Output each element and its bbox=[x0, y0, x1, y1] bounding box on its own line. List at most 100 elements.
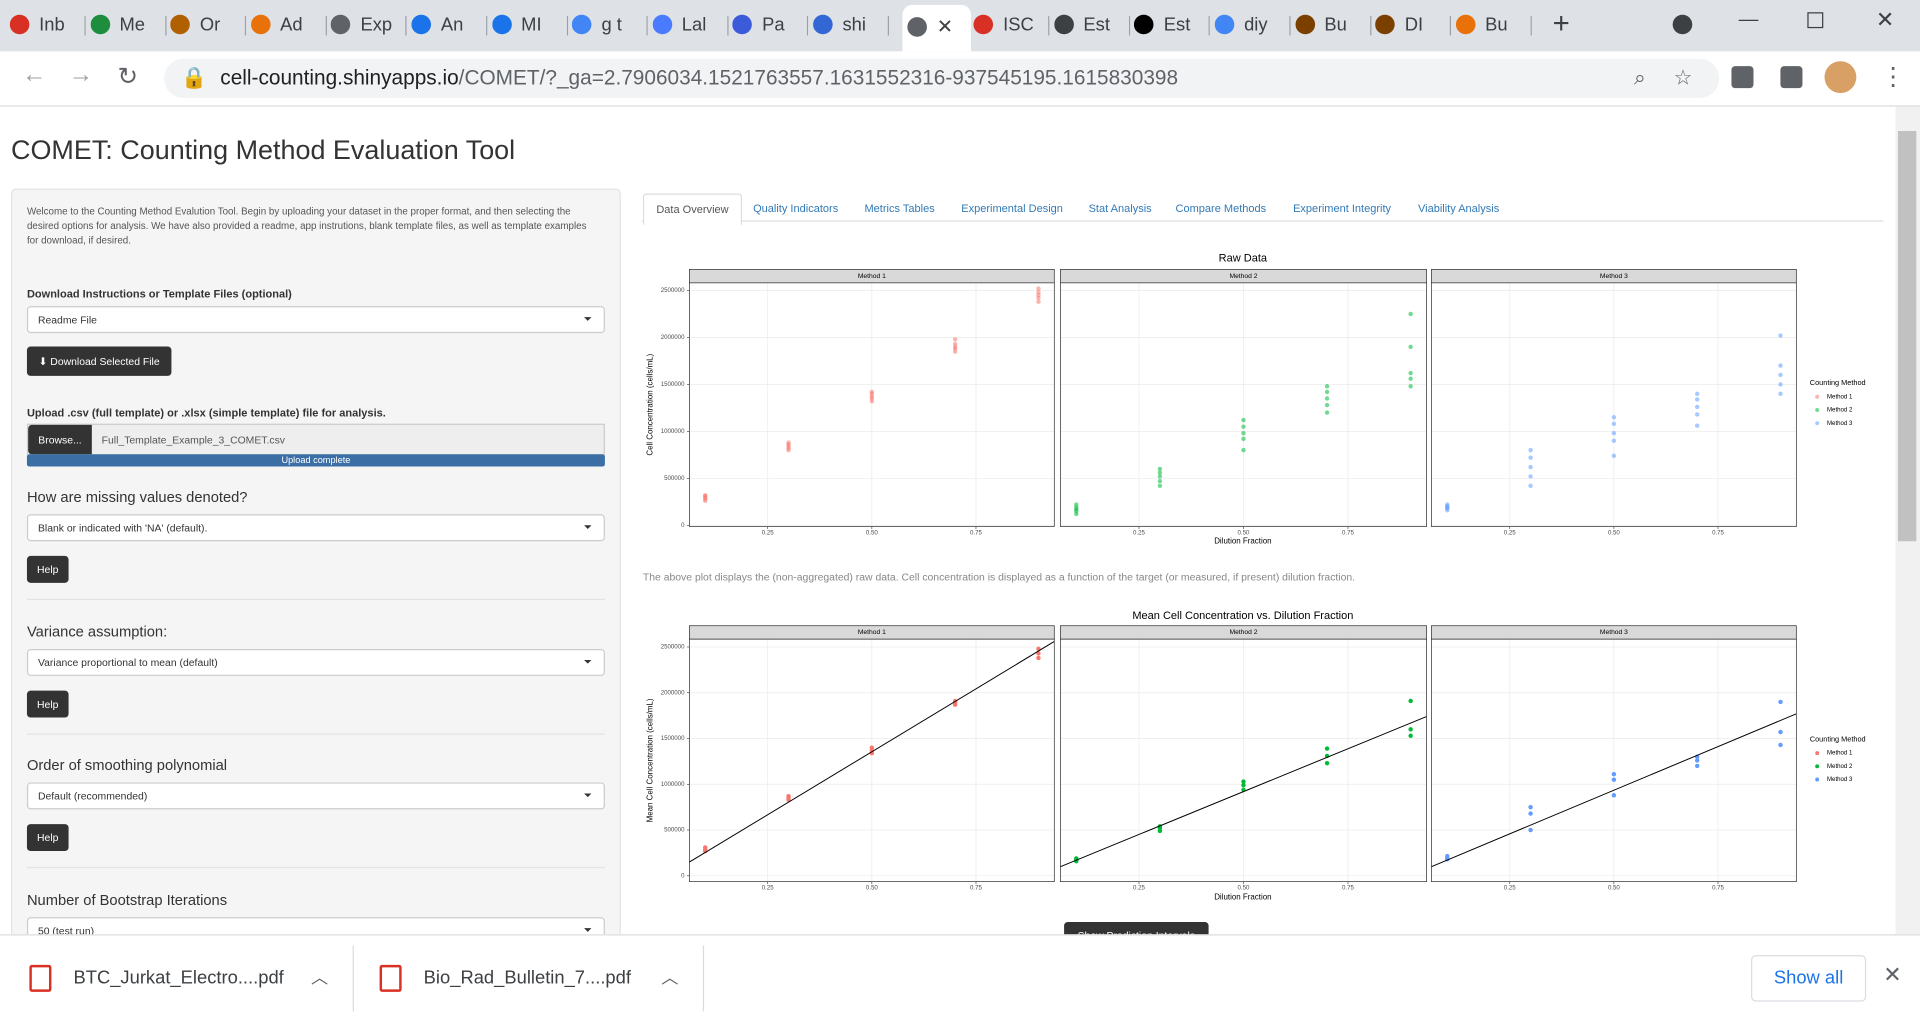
browser-tab[interactable]: Ad bbox=[250, 10, 327, 42]
data-point bbox=[1241, 782, 1246, 788]
tab-search[interactable] bbox=[1672, 14, 1693, 35]
setting-select[interactable]: Default (recommended) bbox=[26, 782, 605, 810]
x-tick-label: 0.50 bbox=[866, 884, 878, 891]
nav-tab[interactable]: Experimental Design bbox=[961, 202, 1063, 215]
close-downloads[interactable]: ✕ bbox=[1883, 962, 1902, 987]
nav-tab[interactable]: Stat Analysis bbox=[1088, 202, 1152, 215]
bookmark-star[interactable]: ☆ bbox=[1673, 66, 1693, 90]
download-separator bbox=[352, 945, 354, 1012]
data-point bbox=[869, 389, 875, 395]
y-tick-label: 1500000 bbox=[661, 381, 685, 388]
browser-tab[interactable]: Bu bbox=[1455, 10, 1532, 42]
tab-separator bbox=[486, 15, 488, 36]
tab-icon bbox=[411, 14, 432, 35]
browser-tab[interactable]: Est bbox=[1054, 10, 1130, 42]
chrome-menu[interactable]: ⋮ bbox=[1880, 63, 1906, 91]
plots: Raw Data Dilution Fraction Cell Concentrat… bbox=[645, 252, 1865, 901]
new-tab-button[interactable]: + bbox=[1552, 7, 1570, 41]
help-button[interactable]: Help bbox=[26, 690, 69, 717]
lock-icon: 🔒 bbox=[181, 66, 208, 90]
download-select[interactable]: Readme File bbox=[26, 306, 605, 334]
panel-border bbox=[1060, 638, 1427, 883]
omnibox[interactable]: 🔒 cell-counting.shinyapps.io/COMET/?_ga=… bbox=[164, 58, 1720, 98]
browser-tab[interactable]: DI bbox=[1375, 10, 1452, 42]
browser-tab[interactable]: Bu bbox=[1295, 10, 1371, 42]
zoom-icon[interactable]: ⌕ bbox=[1634, 66, 1646, 90]
panel-border bbox=[1431, 282, 1797, 527]
tab-icon bbox=[973, 14, 994, 35]
active-tab[interactable]: ✕ bbox=[902, 4, 972, 52]
download-button[interactable]: ⬇ Download Selected File bbox=[26, 346, 172, 376]
tab-icon bbox=[9, 14, 30, 35]
browser-tab[interactable]: Exp bbox=[331, 10, 408, 42]
reload-button[interactable]: ↻ bbox=[117, 63, 139, 91]
scroll-thumb[interactable] bbox=[1897, 131, 1917, 542]
data-point bbox=[1445, 853, 1450, 859]
data-point bbox=[1611, 772, 1617, 777]
forward-button[interactable]: → bbox=[68, 61, 94, 89]
back-button[interactable]: ← bbox=[22, 61, 47, 89]
close-window[interactable]: ✕ bbox=[1875, 7, 1895, 32]
browser-tab[interactable]: ISC bbox=[973, 10, 1050, 42]
profile-avatar[interactable] bbox=[1824, 61, 1857, 94]
browser-tab[interactable]: Est bbox=[1134, 10, 1211, 42]
data-point bbox=[1036, 655, 1041, 661]
help-button[interactable]: Help bbox=[26, 555, 69, 583]
browse-button[interactable]: Browse... bbox=[28, 424, 92, 455]
data-point bbox=[952, 341, 958, 347]
help-button[interactable]: Help bbox=[26, 824, 69, 852]
show-all-button[interactable]: Show all bbox=[1751, 955, 1867, 1002]
browser-tab[interactable]: diy bbox=[1214, 10, 1291, 42]
y-tick-label: 500000 bbox=[664, 827, 685, 834]
browser-tab[interactable]: Pa bbox=[732, 10, 809, 42]
data-point bbox=[1157, 478, 1163, 484]
x-tick-label: 0.25 bbox=[1133, 884, 1145, 891]
legend-swatch bbox=[1815, 421, 1820, 426]
restore[interactable] bbox=[1807, 12, 1824, 29]
browser-tab[interactable]: shi bbox=[813, 10, 889, 42]
download-name[interactable]: Bio_Rad_Bulletin_7....pdf bbox=[423, 967, 631, 989]
fit-line bbox=[1431, 713, 1797, 868]
nav-tab[interactable]: Data Overview bbox=[642, 193, 743, 226]
nav-tab[interactable]: Experiment Integrity bbox=[1293, 202, 1392, 215]
browser-tab[interactable]: MI bbox=[491, 10, 568, 42]
browser-tab[interactable]: g t bbox=[572, 10, 648, 42]
download-menu[interactable]: ︿ bbox=[661, 967, 679, 987]
x-tick-label: 0.50 bbox=[1608, 529, 1620, 536]
setting-select[interactable]: Variance proportional to mean (default) bbox=[26, 648, 605, 676]
setting-select[interactable]: Blank or indicated with 'NA' (default). bbox=[26, 514, 605, 542]
browser-tab[interactable]: Me bbox=[90, 10, 167, 42]
x-tick-label: 0.25 bbox=[762, 884, 774, 891]
tab-title: Bu bbox=[1324, 14, 1347, 36]
facet-label: Method 1 bbox=[858, 273, 886, 280]
data-point bbox=[1778, 372, 1783, 378]
data-point bbox=[1611, 793, 1617, 798]
data-point bbox=[1778, 333, 1783, 338]
scrollbar[interactable] bbox=[1895, 106, 1920, 935]
extensions-menu[interactable] bbox=[1780, 66, 1803, 89]
tab-icon bbox=[732, 14, 753, 35]
x-tick-label: 0.75 bbox=[1712, 529, 1724, 536]
nav-tab[interactable]: Metrics Tables bbox=[864, 202, 935, 215]
data-point bbox=[1074, 502, 1079, 507]
y-axis-label: Mean Cell Concentration (cells/mL) bbox=[645, 698, 654, 822]
download-menu[interactable]: ︿ bbox=[311, 967, 329, 987]
facet-label: Method 2 bbox=[1229, 629, 1257, 636]
browser-tab[interactable]: Inb bbox=[9, 10, 86, 42]
nav-tab[interactable]: Quality Indicators bbox=[753, 202, 839, 215]
browser-tab[interactable]: Or bbox=[170, 10, 247, 42]
y-axis-label: Cell Concentration (cells/mL) bbox=[645, 353, 654, 455]
data-point bbox=[1611, 438, 1617, 443]
nav-tab[interactable]: Viability Analysis bbox=[1417, 202, 1500, 215]
download-name[interactable]: BTC_Jurkat_Electro....pdf bbox=[73, 967, 284, 989]
browser-tab[interactable]: Lal bbox=[652, 10, 729, 42]
minimize[interactable]: — bbox=[1738, 9, 1759, 31]
page-title: COMET: Counting Method Evaluation Tool bbox=[11, 134, 516, 166]
x-tick-label: 0.25 bbox=[1504, 529, 1516, 536]
data-point bbox=[1778, 699, 1783, 705]
extension-icon[interactable] bbox=[1731, 66, 1754, 89]
browser-tab[interactable]: An bbox=[411, 10, 488, 42]
legend-label: Method 3 bbox=[1827, 420, 1853, 427]
nav-tab[interactable]: Compare Methods bbox=[1175, 202, 1267, 215]
